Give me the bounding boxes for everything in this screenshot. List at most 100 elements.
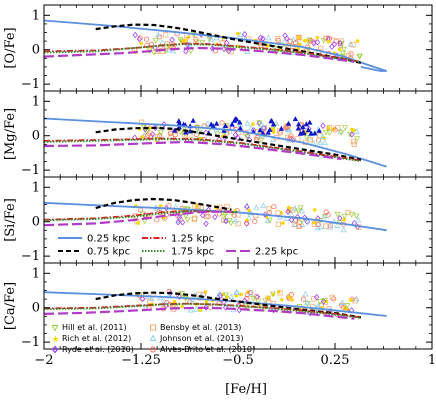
observation-point <box>281 221 285 225</box>
observation-point <box>193 306 200 312</box>
line-1-75-kpc-kpc <box>44 43 362 63</box>
observation-point <box>273 120 280 127</box>
observation-point <box>292 221 299 228</box>
observation-point <box>262 298 269 304</box>
observation-point <box>275 221 281 227</box>
observation-point <box>266 206 272 212</box>
observation-point <box>302 290 309 297</box>
observation-point <box>204 120 211 126</box>
legend-label: 1.75 kpc <box>171 247 214 258</box>
observation-point <box>262 211 268 218</box>
observation-point-filled <box>176 118 182 124</box>
observation-point <box>314 39 321 46</box>
observation-point <box>332 127 338 133</box>
observation-point <box>170 47 177 54</box>
observation-point <box>168 130 174 137</box>
observation-point <box>297 35 303 41</box>
observation-point <box>217 292 223 299</box>
observation-point <box>339 50 346 57</box>
observation-point <box>311 296 317 302</box>
observation-point <box>152 38 159 44</box>
observation-point <box>258 34 264 41</box>
y-tick-label: −1 <box>21 163 40 178</box>
y-tick-label: −1 <box>21 249 40 264</box>
observation-point <box>275 36 281 42</box>
observation-point <box>350 139 357 145</box>
legend-marker <box>51 345 59 354</box>
observation-point <box>154 217 160 223</box>
observation-point <box>284 35 290 42</box>
observation-point <box>149 131 156 138</box>
observation-point <box>341 46 348 53</box>
observation-point <box>354 136 361 142</box>
observation-point <box>320 298 327 305</box>
observation-point <box>339 299 346 305</box>
observation-point <box>337 215 343 222</box>
observation-point <box>287 205 291 210</box>
observation-point <box>353 213 360 220</box>
observation-point <box>169 36 175 43</box>
observation-point <box>351 141 357 147</box>
observation-point <box>177 37 184 43</box>
observation-point <box>271 204 277 210</box>
observation-point <box>338 130 345 136</box>
legend-label: Rich et al. (2012) <box>62 334 131 343</box>
observation-point <box>352 128 356 133</box>
observation-point <box>176 214 183 221</box>
observation-point <box>166 203 172 209</box>
legend-label: Bensby et al. (2013) <box>160 323 241 332</box>
legend-marker <box>149 334 157 341</box>
observation-point <box>316 299 323 305</box>
observation-point <box>158 204 163 208</box>
x-tick-label: 0.25 <box>321 353 350 368</box>
observation-point <box>258 137 265 144</box>
y-axis-label: [Ca/Fe] <box>3 282 18 330</box>
observation-point-filled <box>265 129 271 135</box>
line-0-25-kpc-kpc <box>44 201 387 232</box>
line-0-25-kpc-kpc <box>44 19 387 72</box>
observation-point <box>206 36 213 43</box>
observation-point <box>277 128 283 134</box>
observation-point <box>282 32 288 39</box>
y-axis-label: [O/Fe] <box>3 27 18 68</box>
observation-point <box>183 48 189 55</box>
observation-point <box>247 208 251 213</box>
y-tick-label: 0 <box>32 43 40 58</box>
observation-point <box>227 220 234 227</box>
observation-point <box>233 289 240 295</box>
panels: −101[O/Fe]−101[Mg/Fe]−101[Si/Fe] 0.25 kpc… <box>3 4 433 354</box>
observation-point <box>159 39 166 45</box>
observation-point <box>150 49 157 56</box>
observation-point <box>297 35 302 40</box>
observation-point <box>203 304 209 311</box>
observation-point <box>348 298 353 302</box>
observation-point <box>208 36 215 42</box>
legend-label: Hill et al. (2011) <box>62 323 127 332</box>
line-0-75-kpc-kpc <box>95 23 362 64</box>
observation-point <box>322 129 329 136</box>
observation-point <box>132 31 138 39</box>
observation-point <box>344 303 351 309</box>
observation-point-filled <box>176 120 183 126</box>
observation-point <box>303 38 308 43</box>
y-tick-label: 0 <box>32 301 40 316</box>
observation-point <box>265 34 272 41</box>
observation-point <box>158 130 165 136</box>
observation-point <box>342 217 347 222</box>
y-tick-label: −1 <box>21 77 40 92</box>
observation-point <box>307 137 313 143</box>
observation-point <box>265 295 271 301</box>
observation-point <box>333 38 339 44</box>
observation-point <box>287 295 291 299</box>
observation-point <box>327 224 334 230</box>
observation-point <box>355 39 360 43</box>
observation-point-filled <box>307 119 313 125</box>
line-1-25-kpc-kpc <box>44 302 362 319</box>
line-0-75-kpc-kpc <box>95 291 362 319</box>
observation-point <box>345 209 351 216</box>
line-0-75-kpc-kpc <box>95 126 362 161</box>
observation-point <box>269 291 276 298</box>
observation-point <box>177 129 184 136</box>
observation-point <box>295 34 301 40</box>
observation-point <box>140 295 146 302</box>
